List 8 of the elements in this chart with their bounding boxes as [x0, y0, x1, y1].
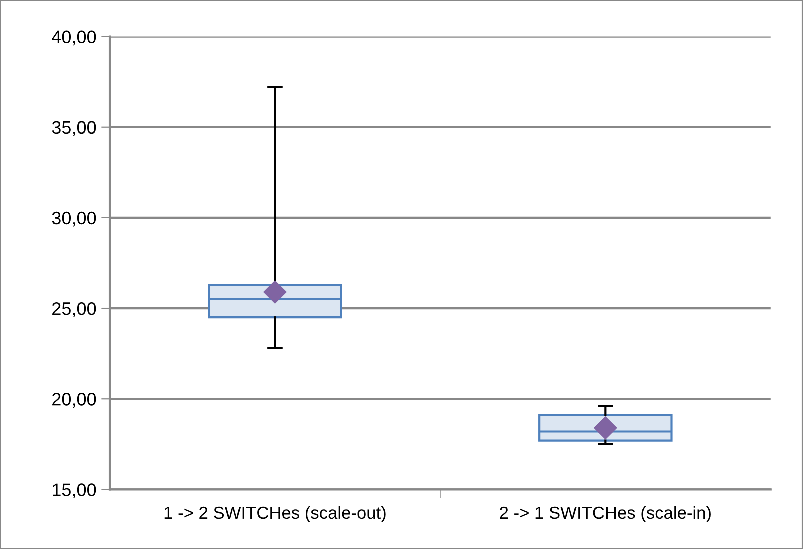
- y-tick-label: 30,00: [52, 212, 96, 227]
- y-tick-label: 40,00: [52, 30, 96, 46]
- y-tick-label: 25,00: [52, 302, 96, 318]
- x-tick-label: 2 -> 1 SWITCHes (scale-in): [500, 506, 711, 523]
- y-tick-label: 20,00: [52, 393, 96, 408]
- y-tick-label: 15,00: [53, 484, 96, 499]
- x-tick-label: 1 -> 2 SWITCHes (scale-out): [164, 506, 386, 523]
- y-tick-label: 35,00: [52, 121, 96, 136]
